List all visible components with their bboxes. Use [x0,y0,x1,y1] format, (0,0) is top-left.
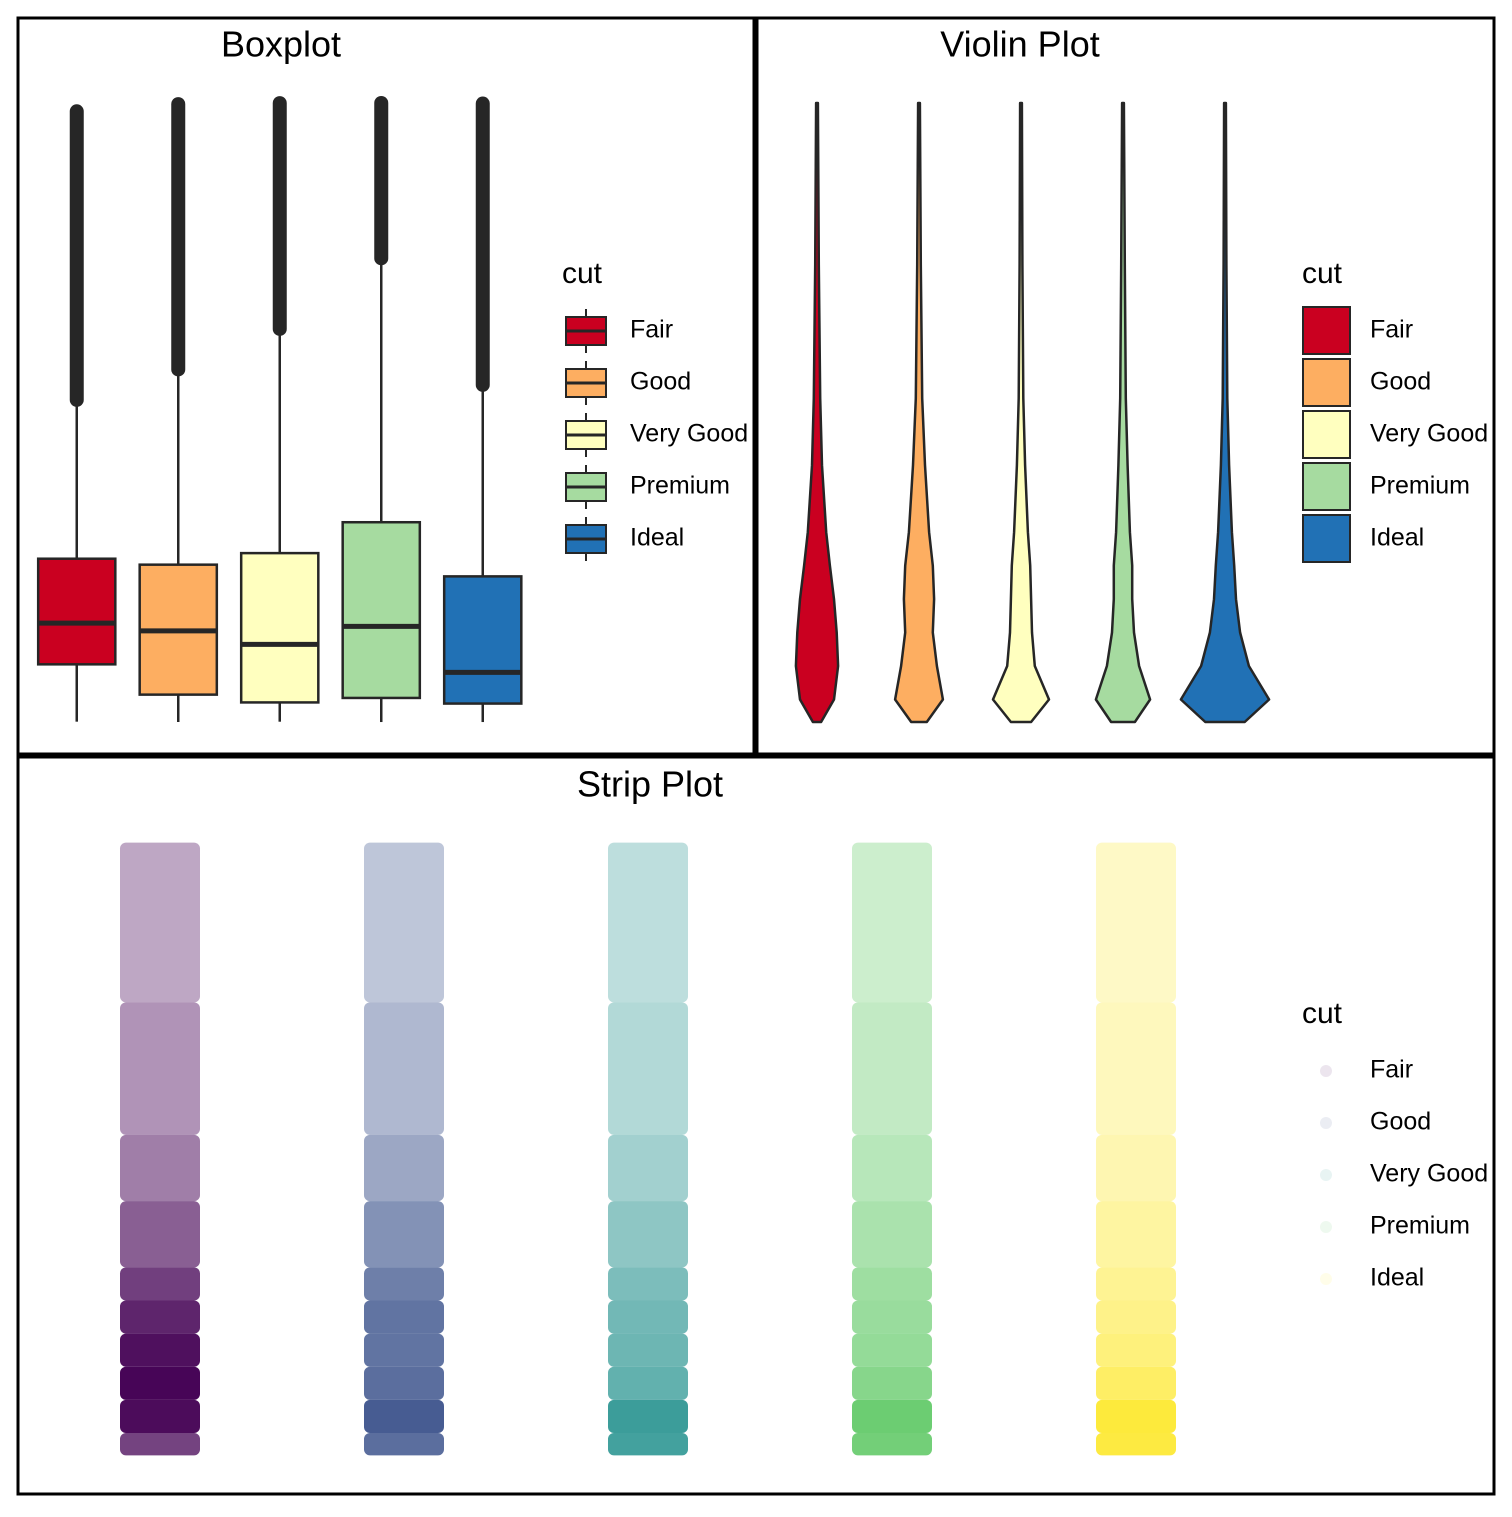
strip-band [852,1267,932,1301]
panel-border [16,755,1496,1496]
strip-band [852,1399,932,1434]
legend-key [1302,462,1351,511]
strip-band [120,1399,200,1434]
strip-band [852,1134,932,1202]
strip-band [1096,1002,1176,1135]
strip-band [1096,1366,1176,1400]
legend-key [1302,306,1351,355]
legend-label: Premium [1370,472,1470,500]
strip-band [852,1002,932,1135]
strip-band [852,1366,932,1400]
chart-title: Strip Plot [577,764,723,805]
legend-key [1320,1065,1332,1077]
strip-band [120,842,200,1003]
legend-key [1302,514,1351,563]
legend-label: Good [1370,1108,1431,1136]
legend-key [1302,410,1351,459]
strip-band [1096,842,1176,1003]
legend-label: Good [1370,368,1431,396]
strip-band [364,1433,444,1456]
legend-label: Fair [630,316,673,344]
legend-title: cut [1302,997,1343,1030]
strip-band [1096,1399,1176,1434]
strip-band [120,1300,200,1334]
panel-border [16,16,756,756]
strip-band [364,1300,444,1334]
legend-key [1320,1221,1332,1233]
legend-label: Fair [1370,1056,1413,1084]
strip-band [1096,1201,1176,1268]
strip-band [608,842,688,1003]
strip-band [364,1201,444,1268]
strip-band [852,1433,932,1456]
legend-key [1320,1117,1332,1129]
strip-band [120,1333,200,1367]
strip-band [608,1399,688,1434]
legend-key [1320,1273,1332,1285]
strip-band [852,1300,932,1334]
violin [794,101,840,724]
legend-label: Very Good [1370,1160,1488,1188]
box [239,551,320,704]
strip-band [852,1333,932,1367]
legend-label: Ideal [1370,524,1424,552]
strip-band [608,1366,688,1400]
strip-band [608,1300,688,1334]
box [36,557,117,666]
strip-band [608,1134,688,1202]
legend-key [1302,358,1351,407]
strip-band [1096,1300,1176,1334]
legend-label: Ideal [630,524,684,552]
strip-band [608,1002,688,1135]
strip-band [120,1002,200,1135]
strip-band [120,1433,200,1456]
violin [1094,101,1152,724]
legend-label: Fair [1370,316,1413,344]
strip-band [1096,1267,1176,1301]
legend-title: cut [1302,257,1343,290]
legend-title: cut [562,257,603,290]
box [442,575,523,705]
violin [893,101,945,724]
strip-band [364,1333,444,1367]
chart-title: Violin Plot [940,24,1099,65]
strip-band [120,1267,200,1301]
legend-label: Premium [630,472,730,500]
strip-band [608,1433,688,1456]
strip-band [120,1201,200,1268]
strip-band [364,1267,444,1301]
box [341,520,422,700]
strip-band [608,1267,688,1301]
strip-band [852,1201,932,1268]
strip-band [1096,1333,1176,1367]
strip-band [364,842,444,1003]
strip-band [1096,1433,1176,1456]
violin [991,101,1051,724]
strip-band [1096,1134,1176,1202]
panel-border [755,16,1496,756]
strip-band [364,1366,444,1400]
strip-band [852,842,932,1003]
legend-label: Very Good [1370,420,1488,448]
legend-label: Very Good [630,420,748,448]
strip-band [608,1201,688,1268]
strip-band [120,1134,200,1202]
strip-band [364,1002,444,1135]
violin [1179,101,1271,724]
strip-band [608,1333,688,1367]
legend-label: Premium [1370,1212,1470,1240]
chart-title: Boxplot [221,24,341,65]
legend-label: Ideal [1370,1264,1424,1292]
strip-band [120,1366,200,1400]
strip-band [364,1134,444,1202]
legend-label: Good [630,368,691,396]
legend-key [1320,1169,1332,1181]
strip-band [364,1399,444,1434]
